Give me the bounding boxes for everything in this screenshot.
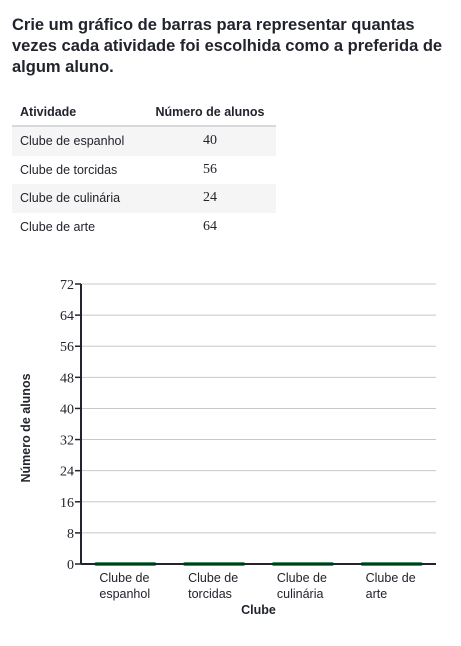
table-cell-activity: Clube de arte <box>20 219 96 234</box>
table-row: Clube de torcidas 56 <box>12 156 276 185</box>
table-cell-count: 56 <box>203 161 217 177</box>
table-row: Clube de arte 64 <box>12 213 276 242</box>
x-category-label: Clube de <box>366 571 416 585</box>
table-cell-activity: Clube de torcidas <box>20 162 118 177</box>
y-tick-label: 64 <box>60 309 74 324</box>
x-category-label: Clube de <box>188 571 238 585</box>
question-prompt: Crie um gráfico de barras para represent… <box>12 16 443 76</box>
table-header-activity: Atividade <box>12 98 144 127</box>
y-tick-label: 16 <box>60 496 74 511</box>
y-tick-labels: 0 8 16 24 32 40 48 56 64 72 <box>60 278 81 573</box>
y-tick-label: 24 <box>60 465 74 480</box>
y-tick-label: 0 <box>67 558 74 573</box>
x-category-label: Clube de <box>99 571 149 585</box>
y-axis-title: Número de alunos <box>19 373 33 482</box>
x-category-label: Clube de <box>277 571 327 585</box>
x-category-label: arte <box>366 587 388 601</box>
x-category-labels: Clube de espanhol Clube de torcidas Clube de… <box>99 571 415 601</box>
table-row: Clube de espanhol 40 <box>12 126 276 156</box>
y-tick-label: 32 <box>60 434 74 449</box>
table-cell-count: 24 <box>144 184 276 213</box>
data-table: Atividade Número de alunos Clube de espa… <box>12 98 276 241</box>
x-category-label: espanhol <box>99 587 150 601</box>
table-header-count: Número de alunos <box>144 98 276 127</box>
table-cell-activity: Clube de culinária <box>12 184 144 213</box>
chart-axes <box>80 284 436 565</box>
chart-gridlines <box>81 283 436 534</box>
y-tick-label: 56 <box>60 340 74 355</box>
table-cell-activity: Clube de espanhol <box>12 126 144 156</box>
y-tick-label: 8 <box>67 527 74 542</box>
x-category-label: culinária <box>277 587 324 601</box>
y-tick-label: 48 <box>60 371 74 386</box>
x-category-label: torcidas <box>188 587 232 601</box>
table-cell-count: 64 <box>203 218 217 234</box>
y-tick-label: 72 <box>60 278 74 293</box>
table-cell-count: 40 <box>144 126 276 156</box>
table-row: Clube de culinária 24 <box>12 184 276 213</box>
y-tick-label: 40 <box>60 402 74 417</box>
x-axis-title: Clube <box>241 603 276 617</box>
